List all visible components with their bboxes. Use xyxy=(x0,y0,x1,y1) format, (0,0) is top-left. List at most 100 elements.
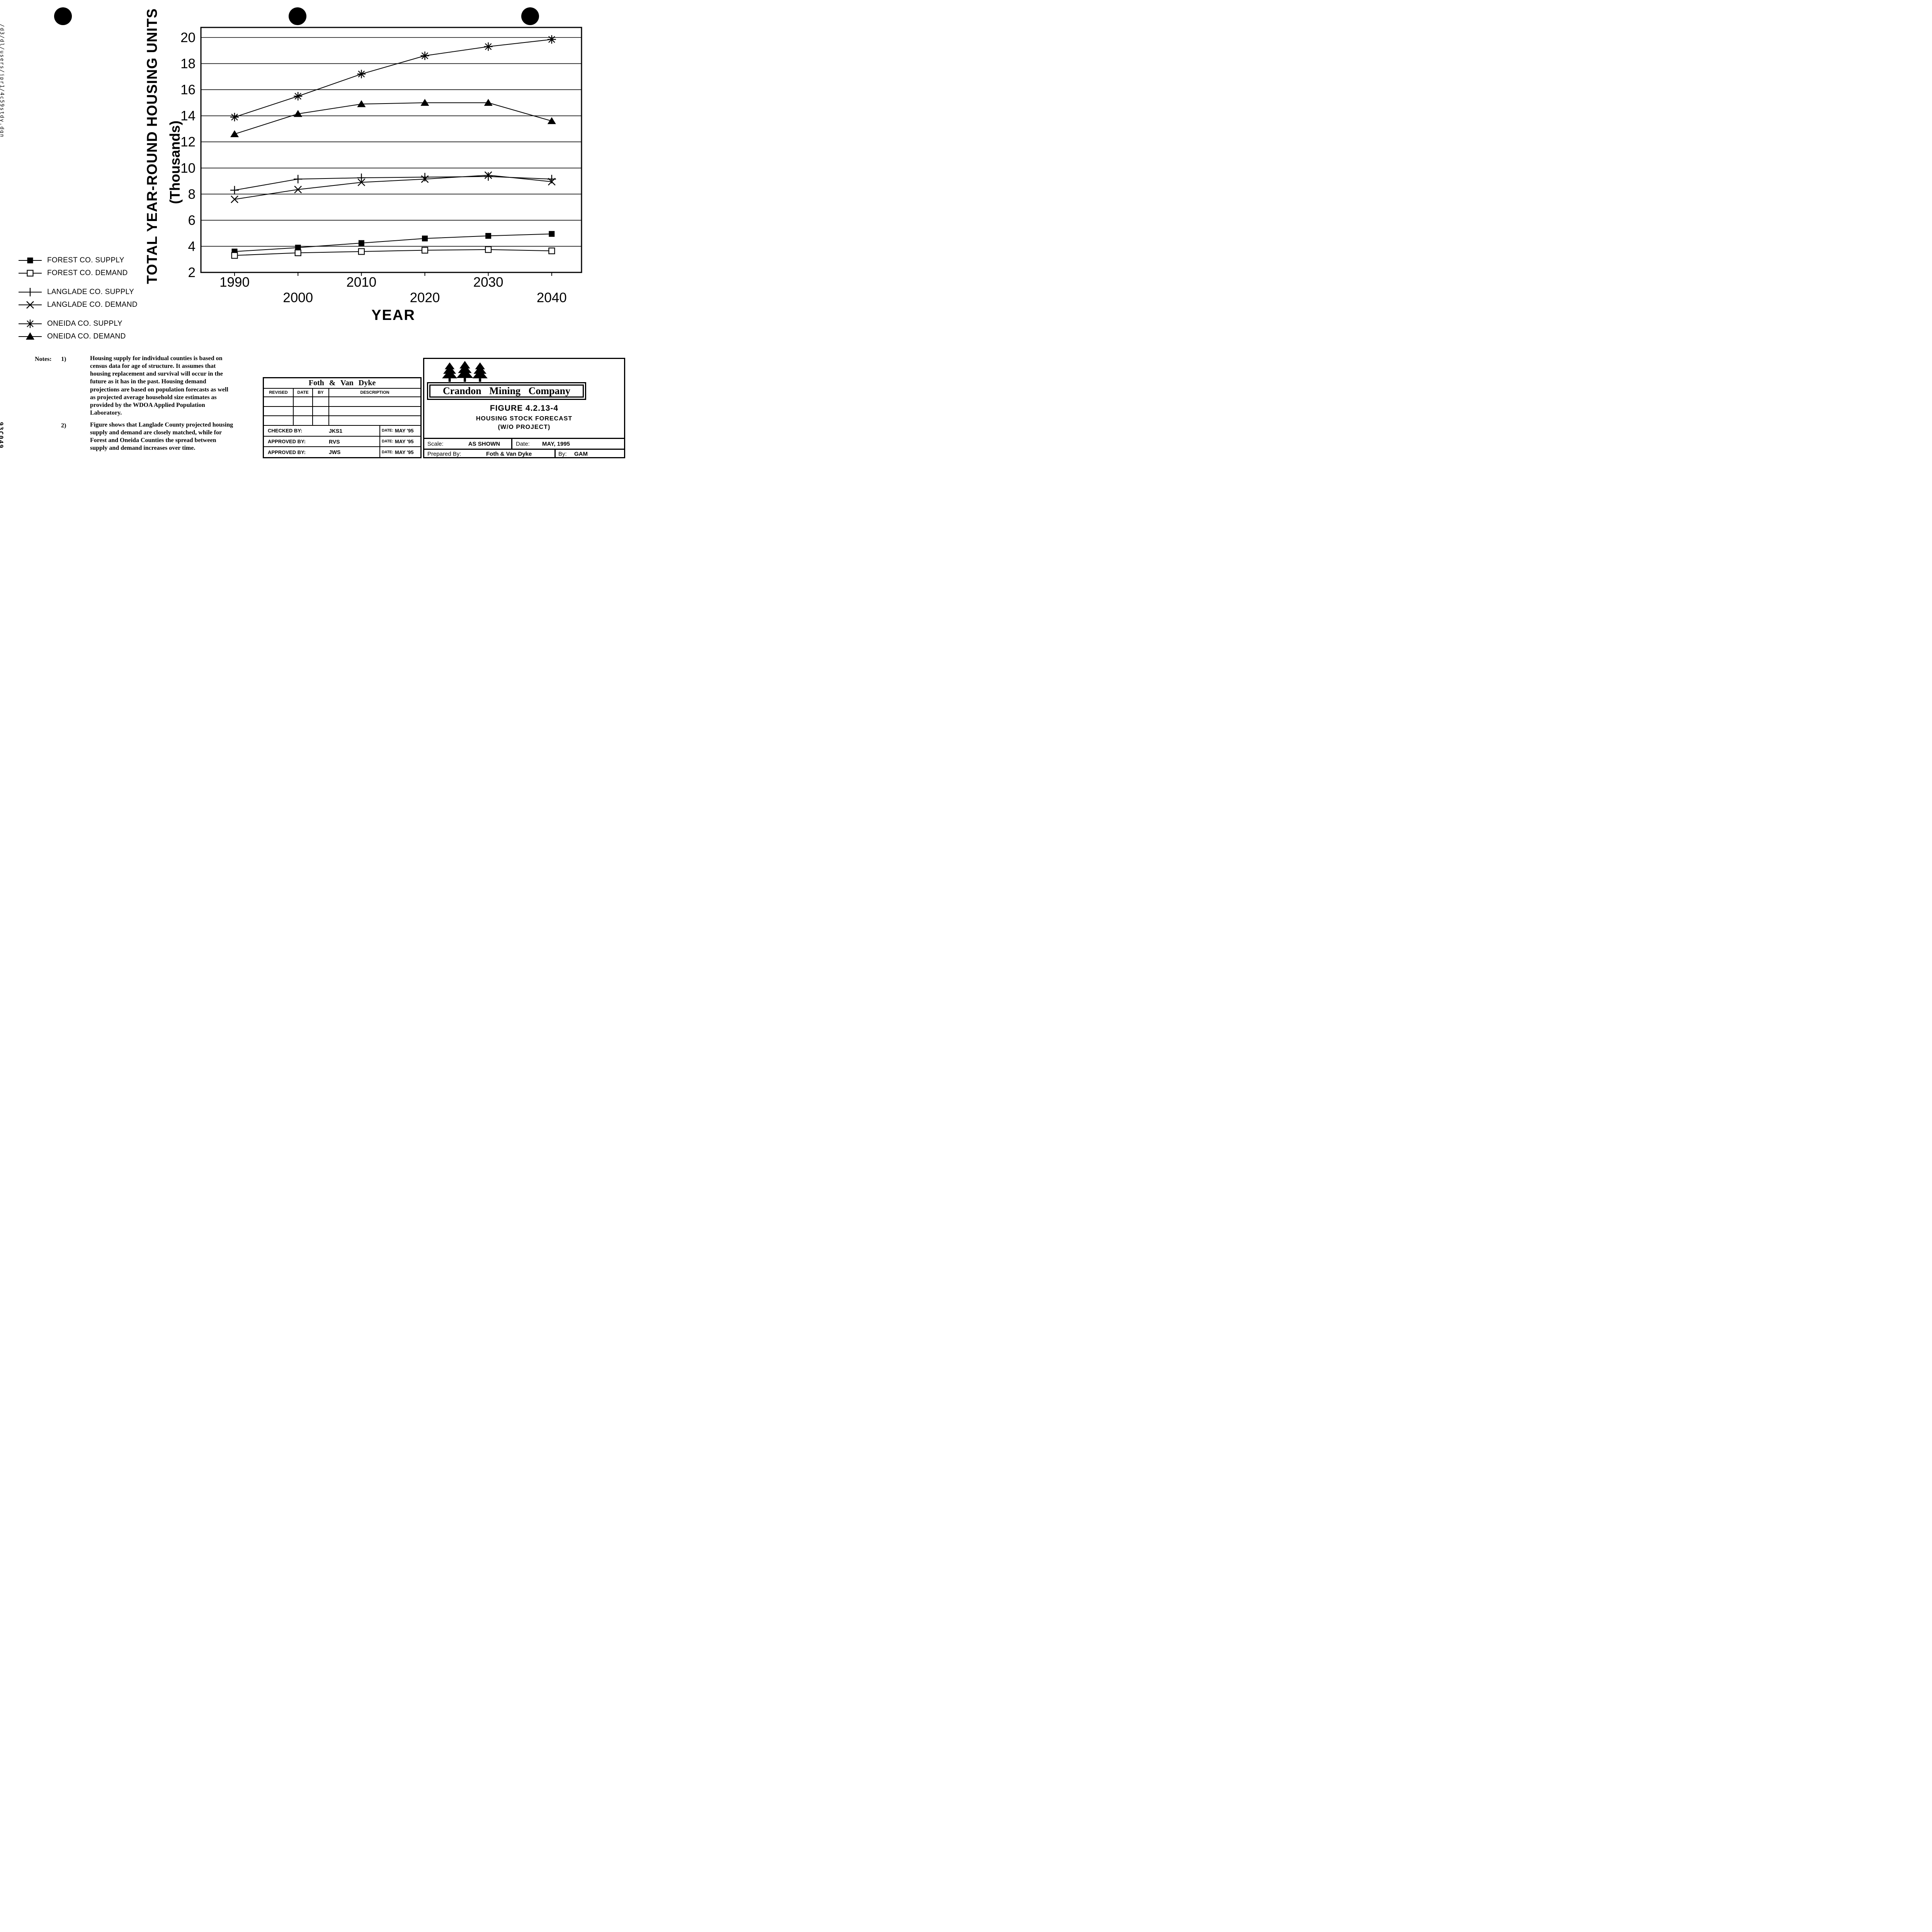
y-axis-subtitle: (Thousands) xyxy=(167,121,183,204)
asterisk-marker-icon xyxy=(19,319,42,328)
open-square-marker-icon xyxy=(19,269,42,277)
col-header-description: DESCRIPTION xyxy=(329,389,420,397)
legend-item: ONEIDA CO. SUPPLY xyxy=(18,317,138,330)
series-oneida-co-demand xyxy=(230,99,556,137)
legend-item: LANGLADE CO. DEMAND xyxy=(18,298,138,311)
note-number: 1) xyxy=(61,356,66,362)
prepared-by-value: Foth & Van Dyke xyxy=(486,451,532,457)
x-tick-label: 2040 xyxy=(537,290,567,305)
date-label: DATE: xyxy=(382,450,393,454)
y-tick-label: 2 xyxy=(188,265,196,280)
by-label: By: xyxy=(558,451,567,457)
scale-value: AS SHOWN xyxy=(468,440,500,447)
x-marker-icon xyxy=(19,301,42,309)
signoff-name: RVS xyxy=(329,438,340,445)
series-forest-co-demand xyxy=(231,246,555,259)
figure-subtitle: (W/O PROJECT) xyxy=(498,424,551,430)
x-tick-label: 2030 xyxy=(473,275,503,290)
signoff-row: CHECKED BY: JKS1 DATE: MAY '95 xyxy=(264,426,420,437)
date-label: Date: xyxy=(516,440,530,447)
date-label: DATE: xyxy=(382,439,393,444)
y-tick-label: 12 xyxy=(180,134,196,150)
revision-empty-cell xyxy=(313,397,329,407)
date-label: DATE: xyxy=(382,429,393,433)
y-tick-label: 16 xyxy=(180,82,196,97)
plus-marker-icon xyxy=(19,287,42,296)
figure-number: FIGURE 4.2.13-4 xyxy=(490,404,559,413)
y-axis-title: TOTAL YEAR-ROUND HOUSING UNITS xyxy=(144,8,160,284)
x-axis-title: YEAR xyxy=(371,307,415,323)
revision-empty-cell xyxy=(264,397,294,407)
evergreen-trees-icon xyxy=(442,361,488,382)
by-value: GAM xyxy=(574,451,588,457)
y-tick-label: 18 xyxy=(180,56,196,71)
legend-item: FOREST CO. DEMAND xyxy=(18,267,138,279)
legend-item: FOREST CO. SUPPLY xyxy=(18,254,138,267)
y-tick-label: 20 xyxy=(180,30,196,45)
revision-table: REVISED DATE BY DESCRIPTION xyxy=(264,389,420,426)
filled-triangle-marker-icon xyxy=(19,332,42,340)
divider xyxy=(554,450,556,458)
revision-empty-cell xyxy=(294,397,313,407)
legend-label: ONEIDA CO. SUPPLY xyxy=(47,319,122,328)
revision-block: Foth & Van Dyke REVISED DATE BY DESCRIPT… xyxy=(263,377,422,458)
revision-empty-cell xyxy=(264,406,294,417)
punch-hole-left xyxy=(54,7,72,25)
legend-item: ONEIDA CO. DEMAND xyxy=(18,330,138,343)
punch-hole-center xyxy=(289,7,306,25)
x-tick-label: 2020 xyxy=(410,290,440,305)
signoff-row: APPROVED BY: RVS DATE: MAY '95 xyxy=(264,436,420,447)
date-value: MAY, 1995 xyxy=(542,440,570,447)
document-number: 93C049 xyxy=(0,422,5,449)
revision-empty-cell xyxy=(294,416,313,426)
x-tick-label: 2000 xyxy=(283,290,313,305)
prepared-by-label: Prepared By: xyxy=(427,451,461,457)
scale-label: Scale: xyxy=(427,440,444,447)
punch-hole-right xyxy=(521,7,539,25)
signoff-row: APPROVED BY: JWS DATE: MAY '95 xyxy=(264,447,420,457)
col-header-date: DATE xyxy=(294,389,313,397)
x-tick-label: 1990 xyxy=(219,275,250,290)
legend-label: LANGLADE CO. DEMAND xyxy=(47,300,138,309)
legend-item: LANGLADE CO. SUPPLY xyxy=(18,286,138,298)
filled-square-marker-icon xyxy=(19,257,42,263)
col-header-by: BY xyxy=(313,389,329,397)
signoff-name: JKS1 xyxy=(329,427,343,434)
y-tick-label: 4 xyxy=(188,239,196,254)
date-value: MAY '95 xyxy=(395,439,414,444)
legend-label: ONEIDA CO. DEMAND xyxy=(47,332,126,340)
file-path-label: /d3/dl/users/jpr1/4c59stdy.dgn xyxy=(0,24,5,138)
series-langlade-co-demand xyxy=(231,171,556,203)
note-number: 2) xyxy=(61,422,66,429)
series-langlade-co-supply xyxy=(230,172,556,195)
legend-label: FOREST CO. DEMAND xyxy=(47,269,128,277)
col-header-revised: REVISED xyxy=(264,389,294,397)
x-tick-label: 2010 xyxy=(346,275,376,290)
date-value: MAY '95 xyxy=(395,428,414,434)
prepared-row: Prepared By: Foth & Van Dyke By: GAM xyxy=(424,449,624,458)
note-text: Housing supply for individual counties i… xyxy=(90,355,228,417)
signoff-table: CHECKED BY: JKS1 DATE: MAY '95 APPROVED B… xyxy=(264,426,420,457)
title-block: Crandon Mining Company FIGURE 4.2.13-4 H… xyxy=(423,358,625,458)
signoff-name: JWS xyxy=(329,449,341,456)
revision-empty-cell xyxy=(294,406,313,417)
series-oneida-co-supply xyxy=(230,35,556,122)
legend-label: LANGLADE CO. SUPPLY xyxy=(47,287,134,296)
revision-empty-cell xyxy=(313,416,329,426)
notes-label: Notes: xyxy=(35,356,52,362)
y-tick-label: 8 xyxy=(188,187,196,202)
y-tick-label: 6 xyxy=(188,213,196,228)
revision-empty-cell xyxy=(329,407,420,417)
date-value: MAY '95 xyxy=(395,449,414,455)
chart-plot: 2 4 6 8 10 12 14 16 18 20 1990 2000 2010 2020 2030 2040 xyxy=(180,27,582,305)
revision-empty-cell xyxy=(329,397,420,407)
signoff-label: APPROVED BY: xyxy=(268,439,306,444)
company-name: Crandon Mining Company xyxy=(429,384,584,398)
revision-empty-cell xyxy=(264,416,294,426)
signoff-label: APPROVED BY: xyxy=(268,449,306,455)
revision-empty-cell xyxy=(329,416,420,426)
divider xyxy=(511,439,512,449)
signoff-label: CHECKED BY: xyxy=(268,428,303,434)
legend-label: FOREST CO. SUPPLY xyxy=(47,256,124,264)
y-tick-label: 10 xyxy=(180,161,196,176)
